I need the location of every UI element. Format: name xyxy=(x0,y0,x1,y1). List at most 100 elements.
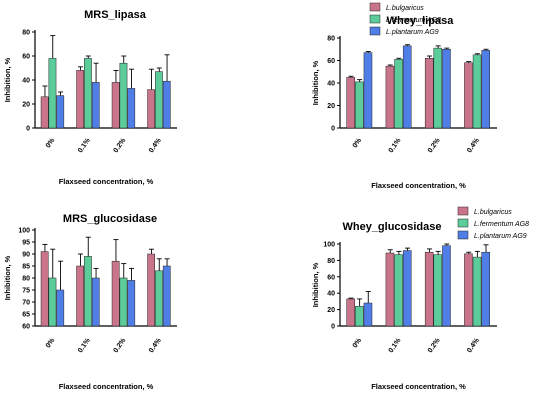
bar xyxy=(56,95,65,129)
chart-panel-4: Whey_glucosidase Inhibition, % Flaxseed co… xyxy=(311,206,529,391)
x-tick-label: 0% xyxy=(45,137,57,150)
bar xyxy=(464,62,473,129)
bar xyxy=(76,265,84,327)
bar xyxy=(433,47,443,129)
x-tick-label: 0.4% xyxy=(466,137,481,155)
y-tick-label: 90 xyxy=(22,252,30,259)
y-axis-label: Inhibition, % xyxy=(311,262,320,307)
chart-title: MRS_lipasa xyxy=(84,9,147,21)
bar xyxy=(147,253,155,327)
bar xyxy=(155,270,163,327)
y-tick-label: 40 xyxy=(327,81,335,88)
bar xyxy=(119,277,128,327)
bar xyxy=(155,71,163,129)
legend-label: L.bulgaricus xyxy=(474,209,512,216)
bar xyxy=(84,256,92,327)
y-tick-label: 85 xyxy=(22,264,30,271)
y-tick-label: 75 xyxy=(22,288,30,295)
x-tick-label: 0.2% xyxy=(427,337,442,355)
legend-label: L.fermentum AG8 xyxy=(474,221,529,228)
bar xyxy=(127,280,136,327)
bar xyxy=(385,252,395,327)
bar xyxy=(111,260,120,327)
bar xyxy=(48,277,57,327)
bar xyxy=(363,52,373,129)
bar xyxy=(56,289,65,327)
y-tick-label: 0 xyxy=(331,324,335,331)
bar xyxy=(363,302,373,327)
bar xyxy=(76,70,84,129)
y-tick-label: 80 xyxy=(22,30,30,37)
chart-panel-1: MRS_lipasa Inhibition, % Flaxseed concentr… xyxy=(3,9,177,186)
y-tick-label: 40 xyxy=(22,78,30,85)
bar xyxy=(433,254,443,327)
bar xyxy=(162,80,171,129)
bar xyxy=(402,45,412,129)
bar xyxy=(402,250,412,327)
legend-swatch xyxy=(457,206,469,216)
bar xyxy=(147,89,155,129)
legend-label: L.plantarum AG9 xyxy=(474,233,527,240)
x-tick-label: 0.4% xyxy=(148,337,163,355)
bar xyxy=(355,306,364,327)
x-tick-label: 0.1% xyxy=(77,137,92,155)
y-axis-label: Inhibition, % xyxy=(3,255,12,300)
bar xyxy=(40,251,49,327)
bar xyxy=(424,251,434,327)
x-axis-label: Flaxseed concentration, % xyxy=(371,181,466,190)
legend: L.bulgaricus L.fermentum AG8 L.plantarum A… xyxy=(457,206,529,240)
bar xyxy=(84,58,92,129)
y-tick-label: 65 xyxy=(22,312,30,319)
x-tick-label: 0.4% xyxy=(466,337,481,355)
y-tick-label: 80 xyxy=(327,36,335,43)
bar xyxy=(91,277,100,327)
x-tick-label: 0% xyxy=(352,137,364,150)
legend-swatch xyxy=(369,14,381,24)
bar xyxy=(481,50,490,129)
legend-label: L.fermentum AG8 xyxy=(386,17,441,24)
legend: L.bulgaricus L.fermentum AG8 L.plantarum A… xyxy=(369,2,441,36)
legend-swatch xyxy=(457,230,469,240)
legend-swatch xyxy=(457,218,469,228)
y-tick-label: 20 xyxy=(327,307,335,314)
legend-swatch xyxy=(369,26,381,36)
x-tick-label: 0.1% xyxy=(77,337,92,355)
chart-panel-3: MRS_glucosidase Inhibition, % Flaxseed con… xyxy=(3,213,177,391)
bar xyxy=(346,298,355,327)
bar xyxy=(355,81,364,129)
bar xyxy=(424,58,434,129)
bar xyxy=(385,65,395,129)
y-tick-label: 60 xyxy=(327,274,335,281)
x-axis-label: Flaxseed concentration, % xyxy=(59,382,154,391)
x-tick-label: 0.2% xyxy=(112,137,127,155)
y-tick-label: 80 xyxy=(22,276,30,283)
bar xyxy=(111,82,120,129)
x-tick-label: 0% xyxy=(352,337,364,350)
y-tick-label: 20 xyxy=(22,102,30,109)
y-tick-label: 60 xyxy=(22,324,30,331)
chart-title: Whey_lipasa xyxy=(387,15,455,27)
bar xyxy=(464,253,473,327)
bar xyxy=(91,82,100,129)
x-axis-label: Flaxseed concentration, % xyxy=(371,382,466,391)
bar xyxy=(346,77,355,129)
bar xyxy=(394,254,403,327)
bar xyxy=(394,59,403,129)
y-tick-label: 100 xyxy=(18,228,30,235)
y-axis-label: Inhibition, % xyxy=(311,60,320,105)
y-tick-label: 60 xyxy=(327,58,335,65)
bar xyxy=(40,96,49,129)
y-tick-label: 70 xyxy=(22,300,30,307)
y-tick-label: 60 xyxy=(22,54,30,61)
x-tick-label: 0.4% xyxy=(148,137,163,155)
legend-label: L.bulgaricus xyxy=(386,5,424,12)
y-tick-label: 0 xyxy=(331,126,335,133)
chart-panel-2: Whey_lipasa Inhibition, % Flaxseed concent… xyxy=(311,2,497,190)
bar xyxy=(442,245,451,327)
chart-title: MRS_glucosidase xyxy=(63,213,157,225)
bar xyxy=(442,49,451,129)
legend-swatch xyxy=(369,2,381,12)
bar xyxy=(119,62,128,129)
y-tick-label: 80 xyxy=(327,258,335,265)
